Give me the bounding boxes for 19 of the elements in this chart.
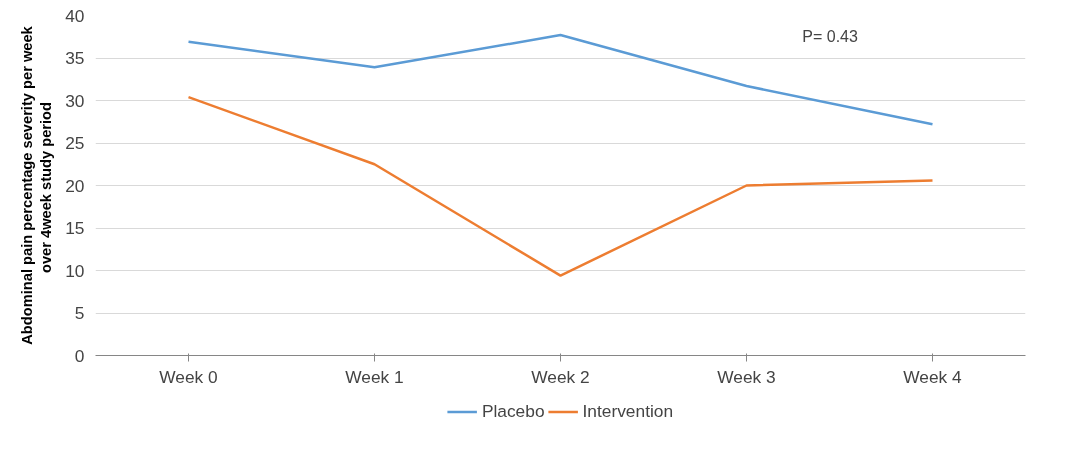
- legend-label: Intervention: [582, 400, 674, 422]
- y-axis-title: Abdominal pain percentage severity per week over 4week study period: [19, 25, 55, 345]
- y-tick-label: 10: [65, 260, 85, 281]
- y-tick-label: 20: [65, 175, 85, 196]
- annotation: P= 0.43: [802, 28, 858, 46]
- y-tick-label: 40: [65, 5, 85, 26]
- y-tick-label: 0: [74, 345, 85, 366]
- x-tick-label: Week 2: [531, 366, 590, 387]
- y-tick-label: 30: [65, 90, 85, 111]
- y-tick-label: 5: [74, 303, 85, 323]
- x-tick-label: Week 3: [717, 366, 776, 387]
- x-tick-label: Week 0: [159, 366, 218, 387]
- y-tick-label: 35: [65, 48, 85, 68]
- line-series: [187, 95, 934, 277]
- y-tick-label: 15: [65, 218, 85, 238]
- x-tick-label: Week 1: [345, 366, 404, 387]
- y-tick-label: 25: [65, 133, 85, 153]
- x-tick-label: Week 4: [903, 366, 963, 387]
- legend-label: Placebo: [481, 400, 545, 422]
